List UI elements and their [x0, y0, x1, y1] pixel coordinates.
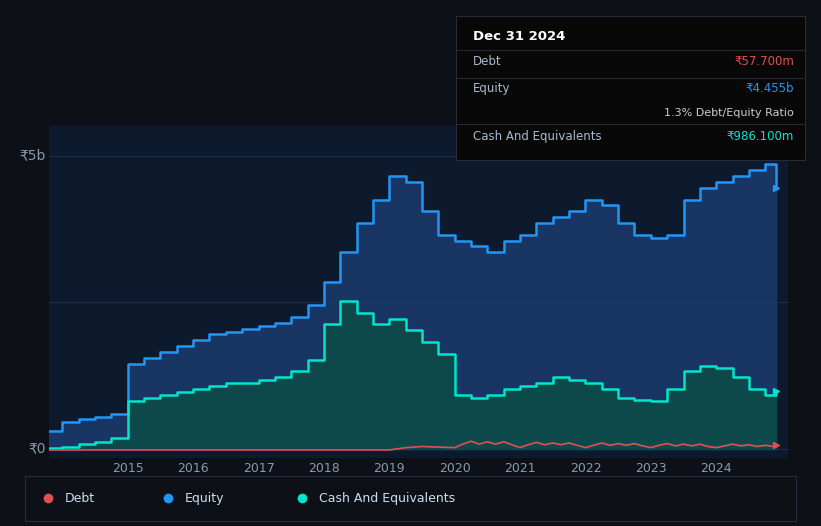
Text: ₹4.455b: ₹4.455b: [745, 83, 794, 95]
Text: Equity: Equity: [473, 83, 511, 95]
Text: ₹0: ₹0: [28, 442, 46, 456]
Text: ₹57.700m: ₹57.700m: [734, 55, 794, 68]
Text: Debt: Debt: [473, 55, 502, 68]
Text: Cash And Equivalents: Cash And Equivalents: [473, 130, 602, 143]
Text: Debt: Debt: [65, 492, 95, 505]
Text: 1.3% Debt/Equity Ratio: 1.3% Debt/Equity Ratio: [664, 108, 794, 118]
Text: Cash And Equivalents: Cash And Equivalents: [319, 492, 456, 505]
Text: ₹986.100m: ₹986.100m: [727, 130, 794, 143]
Text: Equity: Equity: [186, 492, 225, 505]
Text: Dec 31 2024: Dec 31 2024: [473, 30, 566, 43]
Text: ₹5b: ₹5b: [19, 148, 46, 163]
